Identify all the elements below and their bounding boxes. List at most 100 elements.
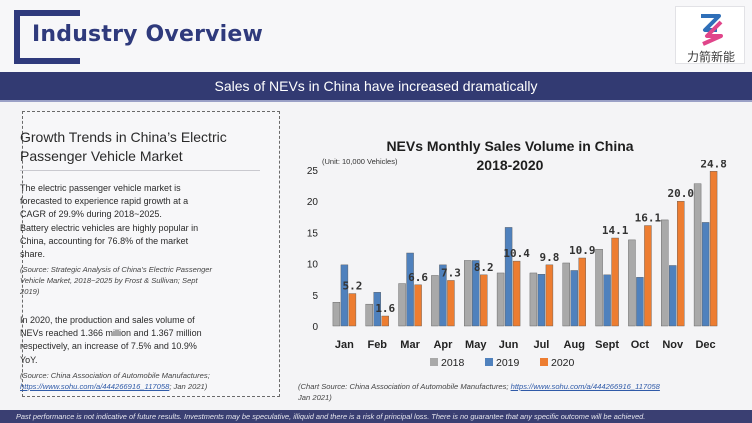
source-line: (Source: China Association of Automobile… [20, 371, 210, 380]
source-link[interactable]: https://www.sohu.com/a/444266916_117058 [20, 382, 170, 391]
chart-source-link[interactable]: https://www.sohu.com/a/444266916_117058 [510, 382, 660, 391]
y-tick-label: 25 [307, 166, 319, 177]
x-tick-label: Aug [564, 339, 585, 351]
bar-2020-nov [677, 201, 685, 327]
header: Industry Overview 力箭新能 [0, 0, 752, 72]
paragraph-line: The electric passenger vehicle market is [20, 183, 181, 193]
panel-title: Growth Trends in China’s Electric Passen… [20, 129, 227, 164]
legend-label: 2018 [441, 357, 465, 369]
data-label: 20.0 [668, 187, 695, 200]
y-tick-label: 20 [307, 197, 319, 208]
source-line: https://www.sohu.com/a/444266916_117058;… [20, 381, 270, 392]
monthly-sales-chart: 0 5 10 15 20 25 Jan 5.2 Feb 1.6 Mar 6.6 Apr 7.3 May 8.2… [307, 160, 727, 369]
bar-2019-aug [570, 270, 578, 327]
x-tick-label: Dec [695, 339, 715, 351]
bar-2018-may [464, 260, 472, 327]
banner-divider [0, 100, 752, 102]
disclaimer-footer: Past performance is not indicative of fu… [0, 410, 752, 423]
title-bracket [14, 10, 80, 64]
x-tick-label: Jun [499, 339, 519, 351]
data-label: 7.3 [441, 266, 461, 279]
legend-swatch-2019 [485, 358, 493, 366]
x-tick-label: Jul [533, 339, 549, 351]
production-paragraph: In 2020, the production and sales volume… [20, 314, 270, 367]
x-tick-label: Jan [335, 339, 354, 351]
x-tick-label: Sept [595, 339, 619, 351]
legend-swatch-2020 [540, 358, 548, 366]
panel-title-divider [20, 170, 260, 171]
legend-label: 2020 [551, 357, 575, 369]
bar-2019-dec [701, 222, 710, 327]
bar-2019-feb [373, 292, 381, 327]
bar-2019-mar [406, 252, 414, 327]
data-label: 1.6 [375, 302, 395, 315]
bar-2020-sept [611, 237, 619, 327]
market-growth-paragraph: The electric passenger vehicle market is… [20, 182, 270, 261]
bar-2020-mar [414, 284, 422, 327]
paragraph-line: share. [20, 249, 46, 260]
data-label: 16.1 [635, 212, 662, 225]
data-label: 5.2 [342, 280, 362, 293]
bar-2020-may [480, 274, 488, 327]
bar-2020-feb [381, 315, 389, 327]
x-tick-label: Nov [662, 339, 684, 351]
paragraph-line: NEVs reached 1.366 million and 1.367 mil… [20, 328, 202, 339]
bar-2018-dec [693, 183, 702, 327]
unit-note: (Unit: 10,000 Vehicles) [322, 157, 398, 166]
y-tick-label: 0 [312, 322, 318, 333]
bar-2018-sept [595, 249, 603, 327]
paragraph-line: Battery electric vehicles are highly pop… [20, 222, 199, 233]
bar-2018-feb [365, 303, 373, 327]
bar-2018-oct [628, 239, 636, 327]
source-note-1: (Source: Strategic Analysis of China’s E… [20, 264, 270, 297]
bar-2019-nov [669, 265, 677, 327]
x-tick-label: May [465, 339, 487, 351]
paragraph-line: respectively, an increase of 7.5% and 10… [20, 341, 197, 352]
y-tick-label: 10 [307, 260, 319, 271]
paragraph-line: YoY. [20, 354, 38, 365]
bar-2020-apr [447, 280, 455, 327]
bar-2019-oct [636, 277, 644, 327]
data-label: 14.1 [602, 224, 629, 237]
data-label: 8.2 [474, 261, 494, 274]
bar-2019-may [472, 260, 480, 327]
x-tick-label: Oct [631, 339, 650, 351]
paragraph-line: In 2020, the production and sales volume… [20, 315, 195, 325]
bar-2020-jul [545, 264, 554, 327]
y-tick-label: 15 [307, 228, 319, 239]
data-label: 10.9 [569, 244, 596, 257]
bar-2020-jan [348, 293, 357, 327]
text-panel [22, 111, 280, 397]
data-label: 10.4 [503, 247, 530, 260]
paragraph-line: CAGR of 29.9% during 2018~2025. [20, 209, 162, 220]
bar-2018-jan [332, 302, 341, 327]
x-tick-label: Apr [433, 339, 453, 351]
bar-2019-jan [340, 264, 349, 327]
logo-mark-icon [701, 14, 723, 46]
company-logo: 力箭新能 [675, 6, 745, 64]
source-line: Vehicle Market, 2018~2025 by Frost & Sul… [20, 276, 198, 285]
y-tick-label: 5 [312, 291, 318, 302]
page-title: Industry Overview [32, 22, 264, 47]
bar-2018-aug [562, 262, 570, 327]
subtitle-banner: Sales of NEVs in China have increased dr… [0, 72, 752, 100]
data-label: 9.8 [539, 251, 559, 264]
source-line: 2019) [20, 287, 40, 296]
bar-2018-mar [398, 283, 406, 327]
bar-2019-sept [603, 274, 611, 327]
bar-2020-jun [512, 260, 521, 327]
bar-2019-jul [537, 274, 546, 327]
data-label: 6.6 [408, 271, 428, 284]
source-tail: ; Jan 2021) [169, 382, 208, 391]
x-tick-label: Feb [367, 339, 387, 351]
bar-2018-jun [496, 272, 505, 327]
bar-2020-aug [578, 257, 586, 327]
chart-source-text: (Chart Source: China Association of Auto… [298, 382, 511, 391]
paragraph-line: China, accounting for 76.8% of the marke… [20, 235, 189, 246]
chart-title: NEVs Monthly Sales Volume in China [386, 138, 634, 154]
bar-2018-jul [529, 272, 538, 327]
bar-2020-dec [709, 171, 718, 327]
paragraph-line: forecasted to experience rapid growth at… [20, 196, 189, 207]
source-line: (Source: Strategic Analysis of China’s E… [20, 265, 213, 274]
legend-swatch-2018 [430, 358, 438, 366]
